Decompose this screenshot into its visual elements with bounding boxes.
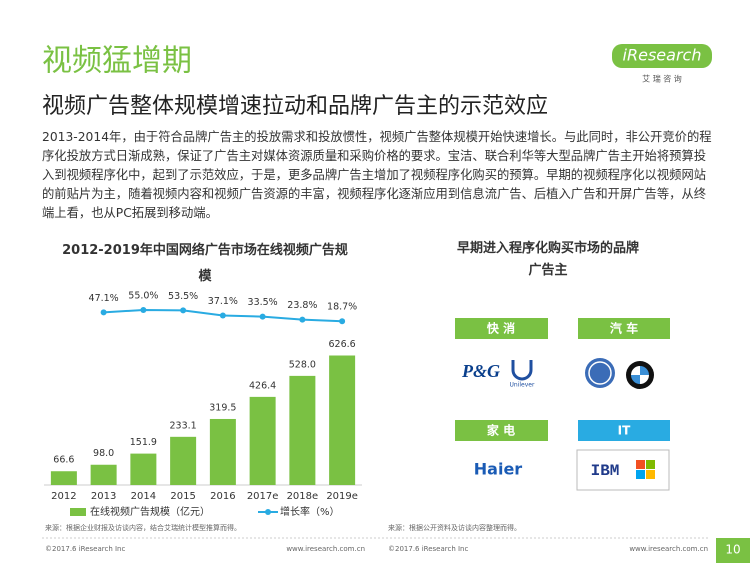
title: 视频猛增期 xyxy=(42,44,192,79)
page-number: 10 xyxy=(725,543,740,557)
bar xyxy=(249,396,276,485)
line-point xyxy=(339,318,346,325)
line-point xyxy=(219,312,226,319)
value-label: 426.4 xyxy=(249,380,276,391)
value-label: 55.0% xyxy=(128,290,158,301)
value-label: 47.1% xyxy=(89,293,119,304)
bar xyxy=(50,471,77,485)
copyright: ©2017.6 iResearch Inc xyxy=(45,545,125,553)
line-point xyxy=(140,306,147,313)
value-label: 18.7% xyxy=(327,302,357,313)
group-label: 汽 车 xyxy=(610,321,638,336)
x-tick-label: 2018e xyxy=(287,491,319,502)
value-label: 528.0 xyxy=(289,359,316,370)
brand-source: 来源：根据公开资料及访谈内容整理而得。 xyxy=(388,523,521,532)
legend-label: 增长率（%） xyxy=(280,505,340,518)
x-tick-label: 2014 xyxy=(131,491,156,502)
group-label: 家 电 xyxy=(487,423,515,438)
brands-title: 早期进入程序化购买市场的品牌广告主 xyxy=(456,241,639,278)
logo-unilever: Unilever xyxy=(510,382,535,389)
bar xyxy=(90,464,117,485)
value-label: 626.6 xyxy=(329,339,356,350)
bar xyxy=(130,453,157,485)
x-tick-label: 2019e xyxy=(326,491,358,502)
logo-bmw-blue xyxy=(631,366,649,384)
x-tick-label: 2015 xyxy=(170,491,195,502)
bar xyxy=(329,355,356,485)
logo: iResearch xyxy=(623,46,702,65)
bar xyxy=(289,375,316,485)
value-label: 66.6 xyxy=(53,455,74,466)
group-box xyxy=(455,318,548,339)
group-box xyxy=(578,420,670,441)
x-tick-label: 2016 xyxy=(210,491,235,502)
value-label: 53.5% xyxy=(168,291,198,302)
logo-ibm: IBM xyxy=(591,462,620,480)
line-point xyxy=(180,307,187,314)
logo-ms xyxy=(646,470,655,479)
logo-haier: Haier xyxy=(474,460,523,479)
logo-bg xyxy=(612,44,712,68)
url: www.iresearch.com.cn xyxy=(286,545,365,553)
x-tick-label: 2012 xyxy=(51,491,76,502)
value-label: 233.1 xyxy=(170,420,197,431)
page-box xyxy=(716,538,750,563)
line-point xyxy=(100,309,107,316)
x-tick-label: 2013 xyxy=(91,491,116,502)
group-box xyxy=(455,420,548,441)
group-label: 快 消 xyxy=(487,321,515,336)
body-text: 2013-2014年，由于符合品牌广告主的投放需求和投放惯性，视频广告整体规模开… xyxy=(42,130,712,220)
group-box xyxy=(578,318,670,339)
logo-ms xyxy=(636,470,645,479)
url: www.iresearch.com.cn xyxy=(629,545,708,553)
legend-label: 在线视频广告规模（亿元） xyxy=(90,505,210,518)
line-point xyxy=(259,313,266,320)
legend-swatch xyxy=(265,509,271,515)
logo-unilever-icon xyxy=(511,360,533,381)
bar xyxy=(170,436,197,485)
value-label: 151.9 xyxy=(130,437,157,448)
chart-title: 2012-2019年中国网络广告市场在线视频广告规模 xyxy=(62,243,348,284)
value-label: 23.8% xyxy=(287,300,317,311)
logo-ms xyxy=(646,460,655,469)
subtitle: 视频广告整体规模增速拉动和品牌广告主的示范效应 xyxy=(42,94,548,119)
logo-ms xyxy=(636,460,645,469)
logo-ge-ring xyxy=(588,361,612,385)
bar xyxy=(209,418,236,485)
logo-bmw-white xyxy=(631,366,649,384)
group-label: IT xyxy=(618,424,631,438)
it-logo-box xyxy=(576,449,670,491)
value-label: 319.5 xyxy=(209,402,236,413)
logo-pg: P&G xyxy=(461,361,500,381)
chart-source: 来源：根据企业财报及访谈内容，结合艾瑞统计模型推算而得。 xyxy=(45,523,241,532)
x-tick-label: 2017e xyxy=(247,491,279,502)
value-label: 33.5% xyxy=(248,297,278,308)
value-label: 98.0 xyxy=(93,448,114,459)
logo-sub: 艾 瑞 咨 询 xyxy=(642,74,682,84)
legend-swatch xyxy=(70,508,86,516)
line-point xyxy=(299,316,306,323)
value-label: 37.1% xyxy=(208,296,238,307)
copyright: ©2017.6 iResearch Inc xyxy=(388,545,468,553)
